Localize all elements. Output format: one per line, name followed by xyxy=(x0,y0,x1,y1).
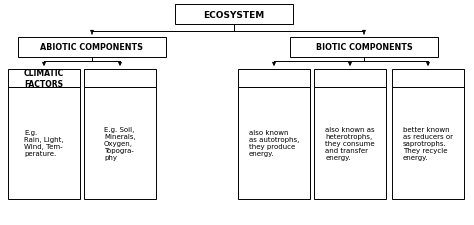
Bar xyxy=(314,70,386,88)
Bar xyxy=(290,38,438,58)
Text: E.g.
Rain, Light,
Wind, Tem-
perature.: E.g. Rain, Light, Wind, Tem- perature. xyxy=(24,130,64,157)
Text: BIOTIC COMPONENTS: BIOTIC COMPONENTS xyxy=(316,43,412,52)
Bar xyxy=(18,38,166,58)
Bar xyxy=(84,70,156,88)
Bar xyxy=(8,88,80,199)
Bar xyxy=(392,88,464,199)
Bar xyxy=(175,5,293,25)
Bar xyxy=(238,88,310,199)
Text: ABIOTIC COMPONENTS: ABIOTIC COMPONENTS xyxy=(40,43,144,52)
Text: better known
as reducers or
saprotrophs.
They recycle
energy.: better known as reducers or saprotrophs.… xyxy=(403,126,453,160)
Text: ECOSYSTEM: ECOSYSTEM xyxy=(203,10,264,19)
Text: also known
as autotrophs,
they produce
energy.: also known as autotrophs, they produce e… xyxy=(249,130,299,157)
Bar xyxy=(8,70,80,88)
Bar xyxy=(314,88,386,199)
Text: E.g. Soil,
Minerals,
Oxygen,
Topogra-
phy: E.g. Soil, Minerals, Oxygen, Topogra- ph… xyxy=(104,126,136,160)
Text: also known as
heterotrophs,
they consume
and transfer
energy.: also known as heterotrophs, they consume… xyxy=(325,126,375,160)
Bar xyxy=(392,70,464,88)
Bar xyxy=(84,88,156,199)
Text: CLIMATIC
FACTORS: CLIMATIC FACTORS xyxy=(24,69,64,88)
Bar xyxy=(238,70,310,88)
